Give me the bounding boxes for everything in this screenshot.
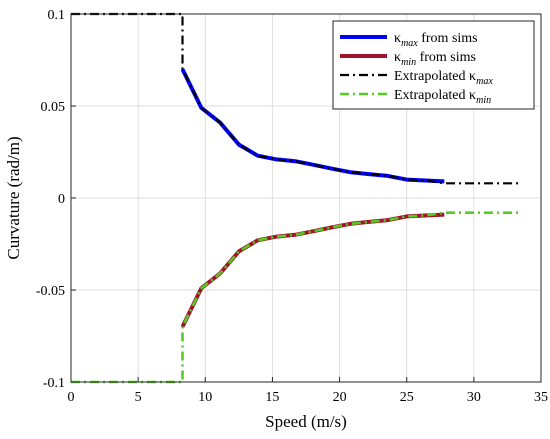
x-tick-label: 10: [198, 390, 212, 405]
legend-entry-3: Extrapolated κmax: [394, 69, 493, 87]
series-line-3: [71, 12, 519, 185]
y-axis-title: Curvature (rad/m): [4, 136, 23, 259]
x-tick-label: 35: [534, 390, 548, 405]
legend-entry-suffix: from sims: [418, 31, 478, 46]
axis-ticks: 0 5 10 15 20 25 30 35 -0.1 -0.05 0 0.05 0.1: [36, 8, 548, 405]
legend-entry-suffix: from sims: [416, 50, 476, 65]
y-tick-label: 0.05: [41, 100, 66, 115]
data-series: [71, 12, 519, 384]
series-line-1: [180, 68, 445, 184]
series-line-4: [71, 211, 519, 384]
y-tick-label: 0: [58, 192, 65, 207]
x-tick-label: 25: [400, 390, 414, 405]
legend-entry-1: κmax from sims: [394, 31, 478, 49]
legend-entry-main: Extrapolated κ: [394, 88, 476, 103]
legend-entry-subscript: min: [401, 57, 416, 68]
legend-entry-main: Extrapolated κ: [394, 69, 476, 84]
legend-entry-4: Extrapolated κmin: [394, 88, 491, 106]
x-axis-title: Speed (m/s): [265, 412, 347, 431]
x-tick-label: 0: [68, 390, 75, 405]
x-tick-label: 15: [265, 390, 279, 405]
legend-entry-main: κ: [394, 31, 401, 46]
x-tick-label: 5: [135, 390, 142, 405]
legend-entry-subscript: min: [476, 95, 491, 106]
legend-entry-subscript: max: [476, 76, 493, 87]
x-tick-label: 30: [467, 390, 481, 405]
series-line-2: [180, 212, 445, 328]
legend-entry-subscript: max: [401, 38, 418, 49]
y-tick-label: -0.1: [43, 376, 65, 391]
y-tick-label: -0.05: [36, 284, 65, 299]
x-tick-label: 20: [333, 390, 347, 405]
y-tick-label: 0.1: [48, 8, 66, 23]
legend-entry-main: κ: [394, 50, 401, 65]
legend-entry-2: κmin from sims: [394, 50, 476, 68]
